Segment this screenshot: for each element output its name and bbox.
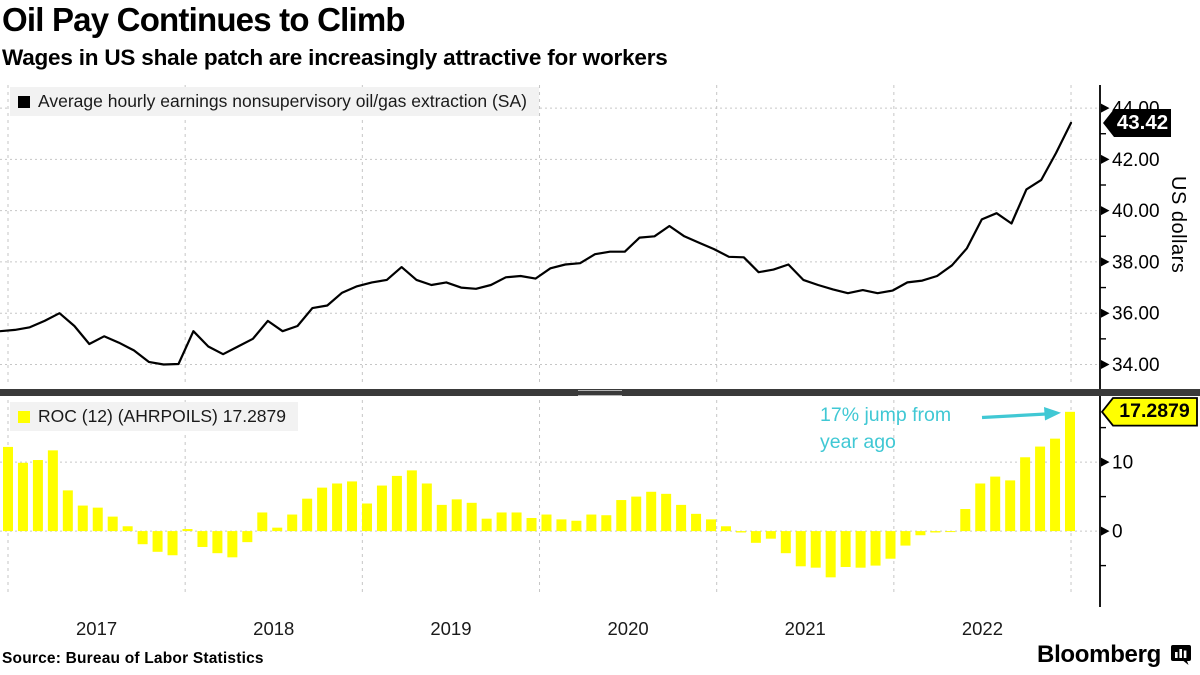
top-last-value-tag: 43.42 [1116, 110, 1169, 134]
svg-text:2017: 2017 [76, 618, 117, 639]
svg-text:2022: 2022 [962, 618, 1003, 639]
svg-text:10: 10 [1112, 453, 1133, 474]
bloomberg-logo: Bloomberg [1037, 641, 1192, 669]
annotation-line-2: year ago [820, 431, 896, 453]
bottom-panel-legend: ROC (12) (AHRPOILS) 17.2879 [10, 402, 299, 431]
page-title: Oil Pay Continues to Climb [2, 1, 406, 38]
svg-text:2019: 2019 [430, 618, 471, 639]
bottom-last-value-tag: 17.2879 [1119, 400, 1190, 423]
top-panel-legend: Average hourly earnings nonsupervisory o… [10, 87, 539, 116]
line-series-swatch-icon [18, 95, 30, 108]
annotation-line-1: 17% jump from [820, 404, 952, 426]
bottom-panel-legend-label: ROC (12) (AHRPOILS) 17.2879 [38, 406, 287, 426]
bar-series-swatch-icon [18, 410, 30, 423]
svg-text:34.00: 34.00 [1112, 355, 1160, 376]
bloomberg-icon [1171, 645, 1191, 665]
annotation-callout: 17% jump from year ago [820, 402, 951, 456]
bloomberg-wordmark: Bloomberg [1037, 641, 1161, 668]
y-axis-title: US dollars [1167, 176, 1189, 274]
svg-text:2018: 2018 [253, 618, 294, 639]
source-note: Source: Bureau of Labor Statistics [2, 650, 264, 667]
svg-text:2020: 2020 [608, 618, 649, 639]
divider-grip-icon [578, 389, 622, 396]
svg-text:42.00: 42.00 [1112, 150, 1160, 171]
svg-text:2021: 2021 [785, 618, 826, 639]
top-panel-legend-label: Average hourly earnings nonsupervisory o… [38, 91, 527, 111]
panel-divider[interactable] [0, 389, 1200, 396]
svg-text:36.00: 36.00 [1112, 304, 1160, 325]
svg-text:40.00: 40.00 [1112, 201, 1160, 222]
svg-text:0: 0 [1112, 522, 1123, 543]
page-subtitle: Wages in US shale patch are increasingly… [2, 45, 668, 70]
svg-text:38.00: 38.00 [1112, 252, 1160, 273]
